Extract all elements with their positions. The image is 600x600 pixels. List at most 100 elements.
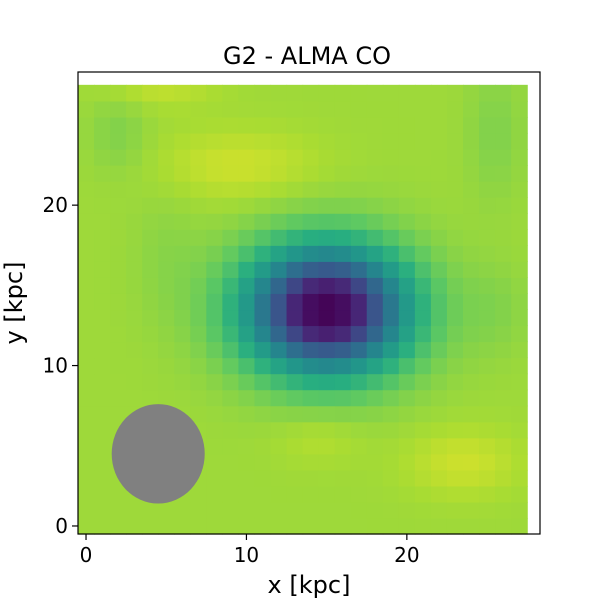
heatmap-cell bbox=[463, 469, 480, 487]
heatmap-cell bbox=[158, 84, 175, 102]
heatmap-cell bbox=[463, 213, 480, 230]
heatmap-cell bbox=[142, 245, 159, 262]
heatmap-cell bbox=[398, 245, 416, 262]
heatmap-cell bbox=[286, 229, 304, 246]
heatmap-cell bbox=[94, 165, 111, 182]
heatmap-cell bbox=[511, 165, 528, 182]
heatmap-cell bbox=[94, 293, 111, 311]
heatmap-cell bbox=[511, 485, 528, 503]
heatmap-cell bbox=[446, 84, 464, 102]
heatmap-cell bbox=[318, 245, 336, 262]
heatmap-cell bbox=[430, 261, 448, 278]
heatmap-cell bbox=[190, 389, 207, 407]
heatmap-cell bbox=[238, 84, 256, 102]
heatmap-cell bbox=[158, 213, 175, 230]
heatmap-cell bbox=[366, 325, 384, 343]
heatmap-cell bbox=[206, 197, 223, 214]
heatmap-cell bbox=[334, 149, 352, 166]
heatmap-cell bbox=[78, 469, 95, 487]
heatmap-cell bbox=[414, 197, 432, 214]
heatmap-cell bbox=[110, 405, 127, 423]
heatmap-cell bbox=[254, 149, 272, 166]
heatmap-cell bbox=[78, 293, 95, 311]
chart-title: G2 - ALMA CO bbox=[223, 42, 391, 70]
heatmap-cell bbox=[302, 421, 320, 439]
heatmap-cell bbox=[382, 373, 400, 391]
heatmap-cell bbox=[398, 100, 416, 118]
heatmap-cell bbox=[254, 501, 272, 519]
heatmap-cell bbox=[254, 341, 272, 359]
heatmap-cell bbox=[398, 277, 416, 294]
heatmap-cell bbox=[414, 132, 432, 150]
heatmap-cell bbox=[382, 197, 400, 214]
heatmap-cell bbox=[190, 405, 207, 423]
heatmap-cell bbox=[174, 245, 191, 262]
heatmap-cell bbox=[382, 181, 400, 198]
heatmap-cell bbox=[190, 357, 207, 375]
heatmap-cell bbox=[398, 453, 416, 471]
heatmap-image bbox=[78, 84, 528, 535]
heatmap-cell bbox=[158, 132, 175, 150]
heatmap-cell bbox=[190, 261, 207, 278]
heatmap-cell bbox=[190, 100, 207, 118]
heatmap-cell bbox=[190, 517, 207, 535]
heatmap-cell bbox=[366, 277, 384, 294]
heatmap-cell bbox=[430, 437, 448, 455]
heatmap-cell bbox=[206, 277, 223, 294]
heatmap-cell bbox=[398, 517, 416, 535]
heatmap-cell bbox=[142, 309, 159, 327]
heatmap-cell bbox=[94, 116, 111, 134]
heatmap-cell bbox=[382, 84, 400, 102]
heatmap-cell bbox=[430, 149, 448, 166]
heatmap-cell bbox=[382, 357, 400, 375]
heatmap-cell bbox=[190, 197, 207, 214]
heatmap-cell bbox=[206, 84, 223, 102]
heatmap-cell bbox=[270, 197, 288, 214]
heatmap-cell bbox=[366, 485, 384, 503]
heatmap-cell bbox=[142, 116, 159, 134]
heatmap-cell bbox=[174, 501, 191, 519]
heatmap-cell bbox=[414, 309, 432, 327]
heatmap-cell bbox=[302, 501, 320, 519]
heatmap-cell bbox=[398, 341, 416, 359]
heatmap-cell bbox=[382, 132, 400, 150]
heatmap-cell bbox=[222, 517, 240, 535]
heatmap-cell bbox=[366, 373, 384, 391]
heatmap-cell bbox=[270, 84, 288, 102]
heatmap-cell bbox=[110, 517, 127, 535]
heatmap-cell bbox=[430, 197, 448, 214]
heatmap-cell bbox=[446, 261, 464, 278]
heatmap-cell bbox=[430, 181, 448, 198]
heatmap-cell bbox=[94, 84, 111, 102]
heatmap-cell bbox=[254, 181, 272, 198]
heatmap-cell bbox=[398, 116, 416, 134]
heatmap-cell bbox=[78, 501, 95, 519]
heatmap-cell bbox=[382, 517, 400, 535]
heatmap-cell bbox=[430, 485, 448, 503]
heatmap-cell bbox=[126, 341, 143, 359]
heatmap-cell bbox=[495, 197, 512, 214]
heatmap-cell bbox=[126, 116, 143, 134]
heatmap-cell bbox=[142, 100, 159, 118]
heatmap-cell bbox=[238, 341, 256, 359]
heatmap-cell bbox=[222, 501, 240, 519]
heatmap-cell bbox=[110, 293, 127, 311]
heatmap-cell bbox=[511, 517, 528, 535]
heatmap-cell bbox=[446, 293, 464, 311]
heatmap-cell bbox=[286, 132, 304, 150]
heatmap-cell bbox=[78, 149, 95, 166]
heatmap-cell bbox=[254, 437, 272, 455]
heatmap-cell bbox=[463, 100, 480, 118]
heatmap-cell bbox=[414, 100, 432, 118]
heatmap-cell bbox=[270, 149, 288, 166]
heatmap-cell bbox=[238, 517, 256, 535]
heatmap-cell bbox=[430, 84, 448, 102]
heatmap-cell bbox=[414, 357, 432, 375]
heatmap-cell bbox=[334, 325, 352, 343]
heatmap-cell bbox=[318, 405, 336, 423]
heatmap-cell bbox=[94, 485, 111, 503]
heatmap-cell bbox=[94, 229, 111, 246]
heatmap-cell bbox=[190, 245, 207, 262]
y-tick-label: 0 bbox=[55, 514, 68, 538]
heatmap-cell bbox=[334, 165, 352, 182]
